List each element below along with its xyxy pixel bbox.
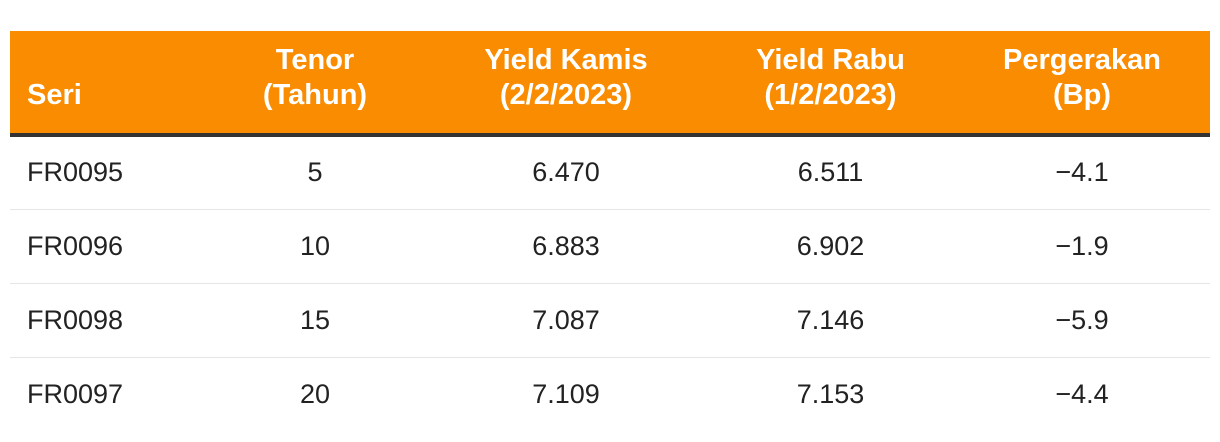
header-yield-rabu: Yield Rabu (1/2/2023) (707, 31, 954, 135)
header-tenor: Tenor (Tahun) (205, 31, 425, 135)
header-row: Seri Tenor (Tahun) Yield Kamis (2/2/2023… (10, 31, 1210, 135)
cell-seri: FR0097 (27, 378, 124, 409)
cell-pergerakan: −4.1 (1055, 157, 1109, 188)
cell-tenor: 15 (299, 304, 331, 335)
table-row: FR0098 15 7.087 7.146 −5.9 (10, 283, 1210, 357)
cell-tenor: 5 (307, 157, 323, 188)
table-row: FR0096 10 6.883 6.902 −1.9 (10, 209, 1210, 283)
header-seri-label: Seri (27, 79, 82, 111)
table-body: FR0095 5 6.470 6.511 −4.1 FR0096 10 6.88… (10, 135, 1210, 431)
cell-seri: FR0096 (27, 230, 124, 261)
table-row: FR0095 5 6.470 6.511 −4.1 (10, 135, 1210, 209)
header-yield-kamis-label: Yield Kamis (484, 44, 648, 76)
cell-pergerakan: −4.4 (1055, 378, 1109, 409)
cell-yield-kamis: 7.087 (532, 304, 600, 335)
cell-yield-rabu: 7.153 (796, 378, 865, 409)
cell-pergerakan: −1.9 (1055, 230, 1109, 261)
header-yield-rabu-date: (1/2/2023) (764, 79, 897, 111)
table-container: Seri Tenor (Tahun) Yield Kamis (2/2/2023… (10, 31, 1210, 431)
cell-yield-rabu: 7.146 (796, 304, 865, 335)
cell-yield-kamis: 6.883 (532, 230, 600, 261)
cell-yield-rabu: 6.511 (797, 157, 864, 188)
table-row: FR0097 20 7.109 7.153 −4.4 (10, 357, 1210, 431)
header-tenor-label: Tenor (275, 44, 355, 76)
header-pergerakan-label: Pergerakan (1003, 44, 1161, 76)
cell-tenor: 20 (299, 378, 331, 409)
table-header: Seri Tenor (Tahun) Yield Kamis (2/2/2023… (10, 31, 1210, 135)
cell-tenor: 10 (299, 230, 331, 261)
cell-yield-rabu: 6.902 (796, 230, 865, 261)
cell-yield-kamis: 6.470 (532, 157, 600, 188)
header-tenor-unit: (Tahun) (262, 79, 368, 111)
cell-seri: FR0098 (27, 304, 124, 335)
header-yield-kamis: Yield Kamis (2/2/2023) (425, 31, 707, 135)
header-seri: Seri (10, 31, 205, 135)
header-yield-rabu-label: Yield Rabu (756, 44, 905, 76)
cell-yield-kamis: 7.109 (532, 378, 600, 409)
header-pergerakan: Pergerakan (Bp) (954, 31, 1210, 135)
header-yield-kamis-date: (2/2/2023) (499, 79, 633, 111)
header-pergerakan-unit: (Bp) (1053, 79, 1111, 111)
cell-pergerakan: −5.9 (1055, 304, 1109, 335)
yield-table: Seri Tenor (Tahun) Yield Kamis (2/2/2023… (10, 31, 1210, 431)
cell-seri: FR0095 (27, 157, 124, 188)
